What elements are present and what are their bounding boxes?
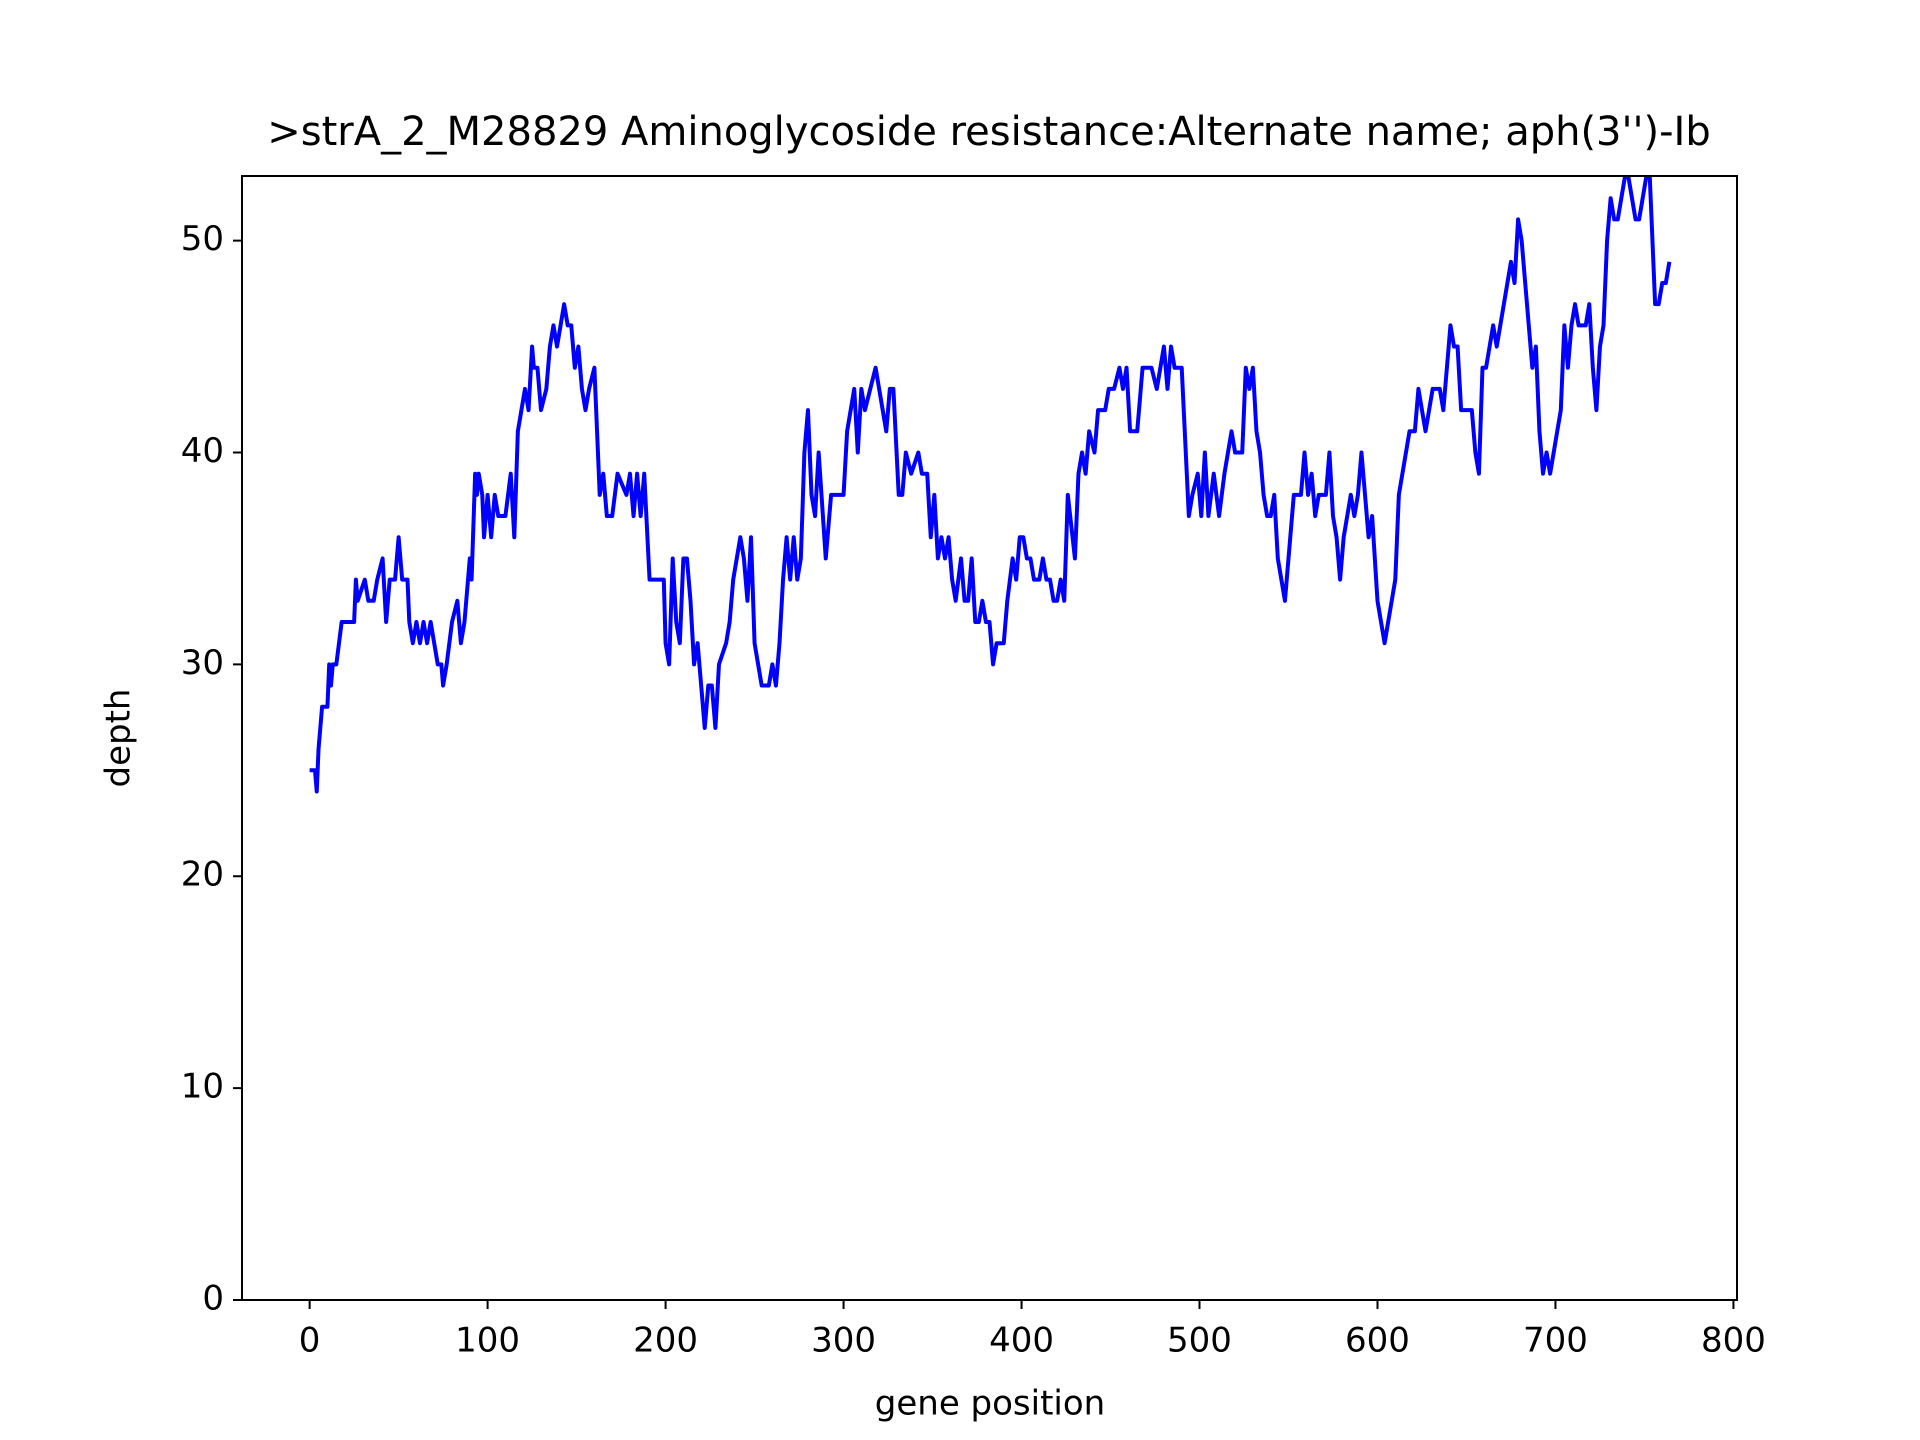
y-tick-label: 50 xyxy=(181,219,224,259)
chart-title: >strA_2_M28829 Aminoglycoside resistance… xyxy=(267,109,1710,155)
y-tick-label: 10 xyxy=(181,1067,224,1107)
x-tick-label: 700 xyxy=(1523,1321,1588,1361)
depth-line xyxy=(309,176,1672,794)
x-tick-label: 100 xyxy=(455,1321,520,1361)
x-axis-label: gene position xyxy=(875,1384,1105,1424)
y-tick-label: 0 xyxy=(202,1279,224,1319)
y-tick-label: 40 xyxy=(181,431,224,471)
plot-frame xyxy=(241,175,1738,1301)
x-tick-label: 200 xyxy=(633,1321,698,1361)
x-tick-label: 500 xyxy=(1167,1321,1232,1361)
x-tick-label: 800 xyxy=(1701,1321,1766,1361)
y-axis-label: depth xyxy=(99,689,139,788)
x-tick-label: 0 xyxy=(299,1321,321,1361)
x-tick-label: 400 xyxy=(989,1321,1054,1361)
y-tick-label: 30 xyxy=(181,643,224,683)
y-tick-label: 20 xyxy=(181,855,224,895)
x-tick-label: 300 xyxy=(811,1321,876,1361)
x-tick-label: 600 xyxy=(1345,1321,1410,1361)
